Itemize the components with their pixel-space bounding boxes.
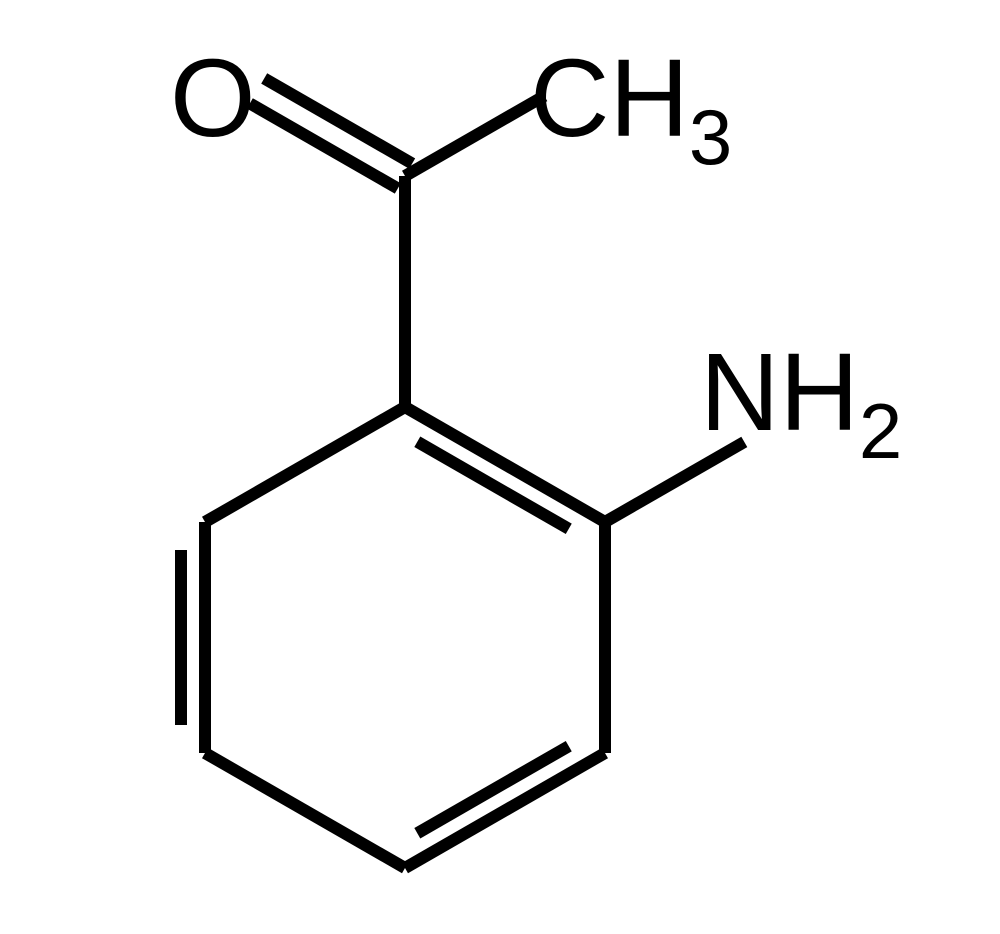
- molecule-diagram: O CH3 NH2: [0, 0, 1000, 934]
- atom-label-subscript: 2: [859, 387, 902, 475]
- atom-labels-group: O CH3 NH2: [170, 37, 902, 475]
- bonds-group: [181, 78, 744, 868]
- atom-label-nh2: NH2: [700, 331, 902, 475]
- atom-label-main: O: [170, 37, 256, 160]
- atom-label-subscript: 3: [689, 93, 732, 181]
- atom-label-ch3: CH3: [530, 37, 732, 181]
- atom-label-main: CH: [530, 37, 689, 160]
- atom-label-o: O: [170, 37, 256, 160]
- atom-label-main: NH: [700, 331, 859, 454]
